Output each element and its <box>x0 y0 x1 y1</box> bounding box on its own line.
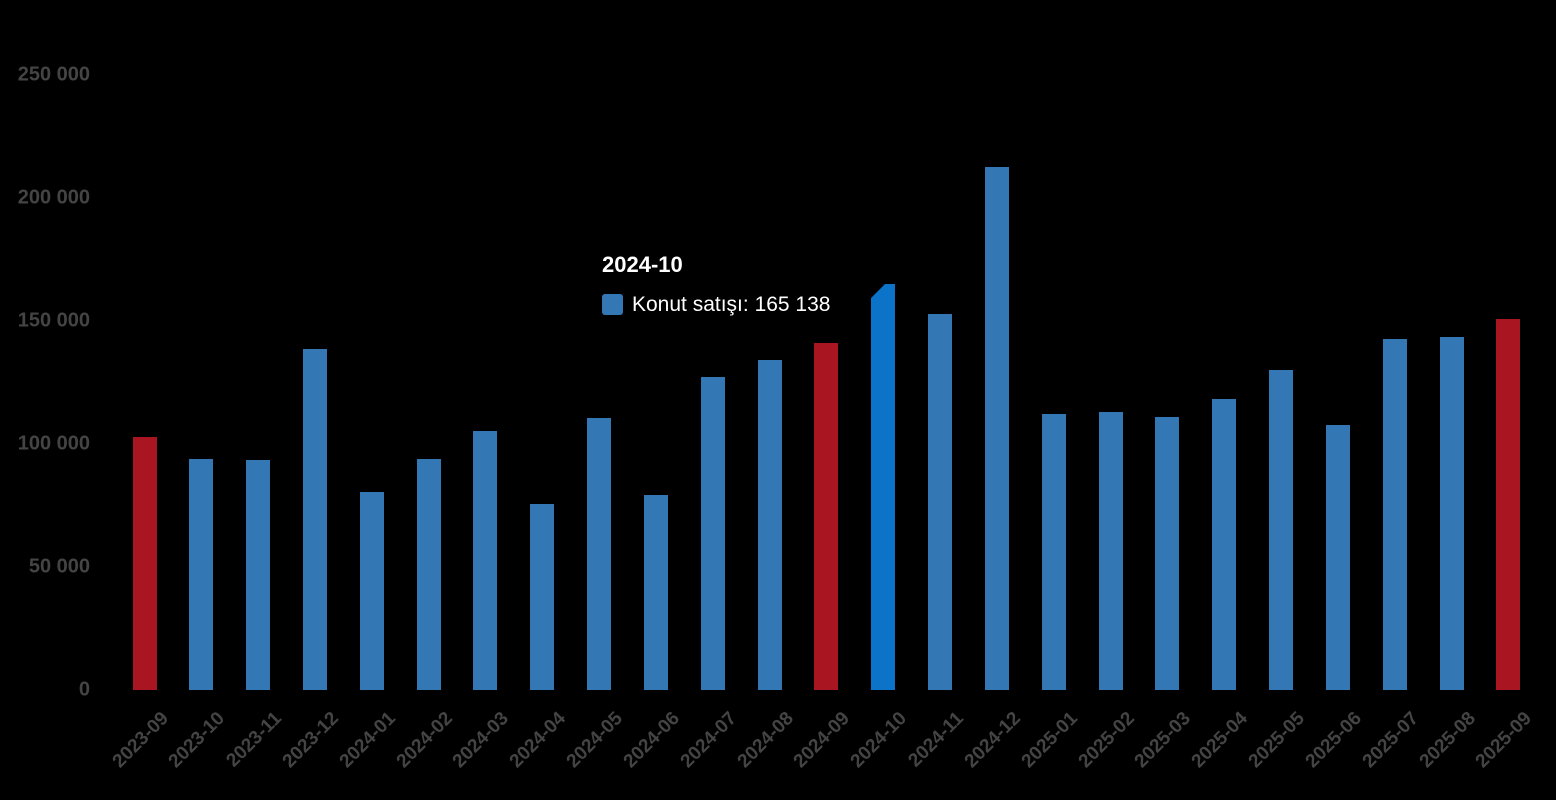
bar-2024-08[interactable] <box>757 359 782 690</box>
bar-2024-02[interactable] <box>416 459 441 690</box>
bar-2025-08[interactable] <box>1439 337 1464 690</box>
bar-2024-11[interactable] <box>928 313 953 690</box>
bar-2023-11[interactable] <box>246 459 271 690</box>
tooltip-callout-notch <box>870 283 886 299</box>
bar-2024-05[interactable] <box>587 417 612 690</box>
bar-2023-09[interactable] <box>132 437 157 690</box>
bar-2024-04[interactable] <box>530 504 555 690</box>
bar-2024-06[interactable] <box>643 494 668 690</box>
bar-2025-03[interactable] <box>1155 417 1180 690</box>
series-marker-icon <box>602 294 623 315</box>
y-tick-label: 200 000 <box>17 186 90 209</box>
bar-2025-05[interactable] <box>1269 370 1294 690</box>
y-tick-label: 100 000 <box>17 432 90 455</box>
bar-2024-01[interactable] <box>359 492 384 690</box>
bar-2023-12[interactable] <box>302 349 327 690</box>
bar-2025-02[interactable] <box>1098 412 1123 690</box>
tooltip-row: Konut satışı: 165 138 <box>602 292 830 317</box>
bar-2025-09[interactable] <box>1496 319 1521 690</box>
bar-2023-10[interactable] <box>189 459 214 690</box>
bar-2024-10[interactable] <box>871 283 896 690</box>
bar-2024-03[interactable] <box>473 430 498 690</box>
y-tick-label: 250 000 <box>17 63 90 86</box>
y-tick-label: 150 000 <box>17 309 90 332</box>
bar-2025-07[interactable] <box>1382 338 1407 690</box>
bar-2024-07[interactable] <box>700 377 725 690</box>
tooltip-title: 2024-10 <box>602 252 683 277</box>
tooltip: 2024-10 Konut satışı: 165 138 <box>598 250 835 319</box>
y-tick-label: 0 <box>78 678 90 701</box>
bar-2024-12[interactable] <box>984 166 1009 690</box>
bar-2025-04[interactable] <box>1212 398 1237 690</box>
bar-2024-09[interactable] <box>814 343 839 690</box>
tooltip-text: Konut satışı: 165 138 <box>632 293 831 316</box>
y-tick-label: 50 000 <box>28 555 90 578</box>
bar-2025-06[interactable] <box>1325 425 1350 690</box>
bar-2025-01[interactable] <box>1041 414 1066 690</box>
